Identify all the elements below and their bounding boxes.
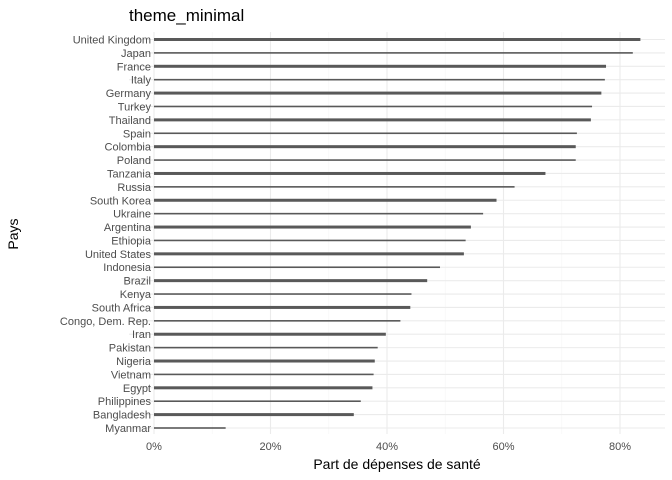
y-tick-label: Colombia [105, 142, 152, 154]
bar [154, 413, 354, 417]
x-tick-label: 80% [609, 441, 631, 453]
y-tick-label: Germany [106, 88, 152, 100]
bar [154, 198, 497, 202]
y-tick-label: Vietnam [111, 369, 151, 381]
bar [154, 252, 464, 256]
bar [154, 145, 576, 149]
x-tick-label: 0% [146, 441, 162, 453]
bar [154, 332, 386, 336]
y-tick-label: Poland [117, 155, 151, 167]
bar [154, 346, 378, 349]
bar [154, 64, 607, 68]
y-tick-label: United Kingdom [73, 35, 151, 47]
y-tick-label: Kenya [120, 289, 152, 301]
y-tick-label: Brazil [123, 276, 151, 288]
y-tick-label: South Africa [92, 302, 152, 314]
bar [154, 186, 515, 188]
bar [154, 305, 411, 309]
y-tick-label: France [117, 61, 151, 73]
bar [154, 159, 576, 161]
bar [154, 266, 441, 269]
y-tick-label: Philippines [98, 396, 152, 408]
x-tick-label: 60% [492, 441, 514, 453]
bar [154, 239, 466, 242]
y-tick-label: Pakistan [109, 343, 151, 355]
y-tick-label: Nigeria [116, 356, 152, 368]
bar [154, 52, 633, 54]
x-tick-labels: 0% 20% 40% 60% 80% [146, 441, 631, 453]
bar [154, 320, 401, 322]
bar [154, 225, 471, 229]
bar [154, 118, 591, 122]
y-tick-label: Bangladesh [93, 410, 151, 422]
bar [154, 373, 374, 376]
y-axis-title: Pays [5, 218, 21, 249]
y-tick-label: Argentina [104, 222, 152, 234]
y-tick-label: South Korea [90, 195, 152, 207]
bar [154, 171, 546, 175]
x-tick-label: 40% [376, 441, 398, 453]
bars [154, 38, 641, 429]
y-tick-label: Thailand [109, 115, 151, 127]
bar [154, 91, 602, 95]
bar [154, 78, 605, 81]
y-tick-label: Egypt [123, 383, 151, 395]
y-tick-label: Spain [123, 128, 151, 140]
bar [154, 132, 577, 135]
y-tick-label: Myanmar [105, 423, 151, 435]
bar [154, 427, 226, 429]
y-tick-label: Russia [117, 182, 152, 194]
bar [154, 105, 593, 108]
bar [154, 38, 641, 41]
y-tick-label: Ukraine [113, 209, 151, 221]
y-tick-label: Italy [131, 75, 152, 87]
bar [154, 279, 428, 283]
x-axis-title: Part de dépenses de santé [313, 456, 481, 472]
y-tick-label: Indonesia [103, 262, 152, 274]
bar [154, 212, 484, 215]
chart-title: theme_minimal [129, 6, 244, 25]
bar [154, 400, 361, 403]
bar [154, 359, 375, 363]
y-tick-label: Ethiopia [111, 235, 152, 247]
y-tick-label: Tanzania [107, 168, 152, 180]
y-tick-label: United States [85, 249, 152, 261]
y-tick-label: Iran [132, 329, 151, 341]
x-tick-label: 20% [259, 441, 281, 453]
y-tick-label: Congo, Dem. Rep. [60, 316, 151, 328]
y-tick-label: Japan [121, 48, 151, 60]
bar [154, 386, 373, 390]
bar [154, 293, 412, 295]
y-tick-label: Turkey [118, 101, 152, 113]
